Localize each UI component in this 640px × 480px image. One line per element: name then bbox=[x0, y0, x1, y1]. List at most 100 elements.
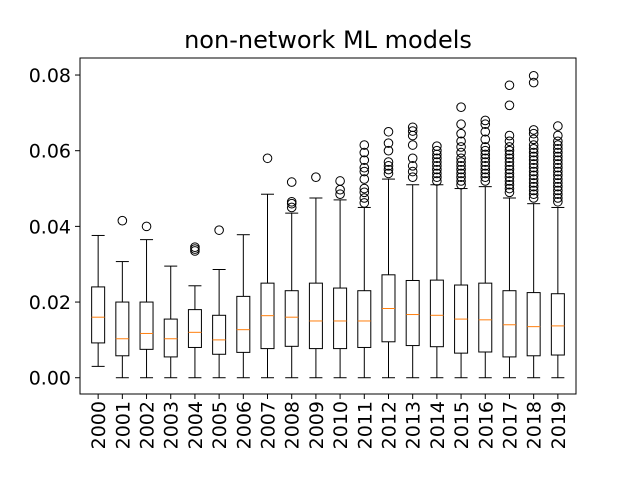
flier-point bbox=[528, 155, 539, 165]
flier-point bbox=[528, 151, 539, 162]
box-2006 bbox=[236, 234, 251, 379]
flier-point bbox=[528, 125, 539, 135]
box-body bbox=[91, 286, 106, 344]
flier-point bbox=[456, 172, 466, 182]
flier-point bbox=[553, 170, 563, 181]
x-tick-label: 2005 bbox=[209, 401, 231, 449]
flier-point bbox=[553, 130, 563, 141]
flier-point bbox=[190, 244, 200, 254]
flier-point bbox=[504, 176, 515, 186]
flier-point bbox=[480, 161, 491, 171]
flier-point bbox=[504, 183, 515, 194]
box-2017 bbox=[502, 80, 517, 379]
flier-point bbox=[359, 166, 370, 177]
x-axis: 2000 2001 2002 2003 2004 2005 2006 2007 2008 2009… bbox=[88, 394, 570, 449]
flier-point bbox=[432, 176, 442, 186]
chart-title: non-network ML models bbox=[184, 26, 472, 54]
box-2013 bbox=[405, 122, 420, 379]
flier-point bbox=[553, 140, 563, 150]
box-2000 bbox=[91, 234, 106, 367]
flier-point bbox=[432, 153, 442, 164]
flier-point bbox=[359, 198, 370, 208]
flier-point bbox=[504, 153, 515, 164]
box-body bbox=[308, 282, 323, 350]
flier-point bbox=[528, 140, 539, 150]
flier-point bbox=[359, 187, 370, 198]
flier-point bbox=[480, 142, 491, 152]
flier-point bbox=[528, 181, 539, 192]
flier-point bbox=[528, 147, 539, 158]
flier-point bbox=[504, 168, 515, 179]
flier-point bbox=[553, 174, 563, 184]
flier-point bbox=[528, 159, 539, 169]
box-body bbox=[115, 301, 130, 357]
x-tick-label: 2000 bbox=[88, 401, 110, 449]
flier-point bbox=[359, 155, 370, 165]
box-2008 bbox=[284, 177, 299, 379]
box-body bbox=[284, 290, 299, 347]
flier-point bbox=[286, 196, 297, 207]
box-body bbox=[550, 293, 565, 356]
box-body bbox=[526, 292, 541, 357]
flier-point bbox=[480, 153, 491, 164]
flier-point bbox=[480, 176, 491, 186]
x-tick-label: 2007 bbox=[258, 401, 280, 449]
y-axis: 0.00 0.02 0.04 0.06 0.08 bbox=[29, 65, 80, 390]
box-2004 bbox=[187, 242, 202, 379]
flier-point bbox=[553, 159, 563, 169]
flier-point bbox=[504, 136, 515, 147]
x-tick-label: 2010 bbox=[330, 401, 352, 449]
flier-point bbox=[456, 102, 466, 112]
flier-point bbox=[117, 215, 128, 226]
flier-point bbox=[528, 144, 539, 154]
x-tick-label: 2012 bbox=[378, 401, 400, 449]
flier-point bbox=[480, 145, 491, 156]
x-tick-label: 2004 bbox=[185, 401, 207, 449]
flier-point bbox=[528, 170, 539, 181]
flier-point bbox=[480, 119, 491, 130]
box-2001 bbox=[115, 215, 130, 379]
x-tick-label: 2014 bbox=[427, 401, 449, 449]
axes-frame bbox=[79, 57, 577, 395]
x-tick-label: 2018 bbox=[524, 401, 546, 449]
flier-point bbox=[480, 149, 491, 160]
flier-point bbox=[456, 147, 466, 158]
flier-point bbox=[383, 126, 394, 137]
flier-point bbox=[456, 168, 466, 179]
x-tick-label: 2002 bbox=[137, 401, 159, 449]
x-tick-label: 2013 bbox=[403, 401, 425, 449]
flier-point bbox=[286, 202, 297, 213]
flier-point bbox=[432, 145, 442, 156]
box-body bbox=[429, 279, 444, 348]
flier-point bbox=[383, 157, 394, 167]
flier-point bbox=[359, 193, 370, 203]
plot-area bbox=[91, 70, 565, 379]
flier-point bbox=[456, 119, 466, 130]
box-2010 bbox=[333, 176, 348, 379]
box-body bbox=[405, 279, 420, 347]
flier-point bbox=[432, 141, 442, 151]
box-body bbox=[357, 290, 372, 348]
flier-point bbox=[359, 162, 370, 173]
x-tick-label: 2006 bbox=[233, 401, 255, 449]
flier-point bbox=[528, 166, 539, 177]
x-tick-label: 2003 bbox=[161, 401, 183, 449]
flier-point bbox=[528, 174, 539, 184]
flier-point bbox=[432, 164, 442, 175]
flier-point bbox=[432, 157, 442, 167]
y-tick-label: 0.08 bbox=[29, 65, 71, 87]
flier-point bbox=[456, 176, 466, 186]
flier-point bbox=[504, 172, 515, 182]
x-tick-label: 2016 bbox=[475, 401, 497, 449]
flier-point bbox=[432, 168, 442, 179]
flier-point bbox=[214, 225, 224, 235]
flier-point bbox=[528, 70, 539, 81]
box-2016 bbox=[478, 115, 493, 379]
flier-point bbox=[456, 136, 466, 147]
flier-point bbox=[504, 142, 515, 152]
box-2018 bbox=[526, 70, 541, 379]
flier-point bbox=[407, 153, 418, 164]
flier-point bbox=[553, 166, 563, 177]
flier-point bbox=[528, 134, 539, 145]
box-2011 bbox=[357, 140, 372, 379]
